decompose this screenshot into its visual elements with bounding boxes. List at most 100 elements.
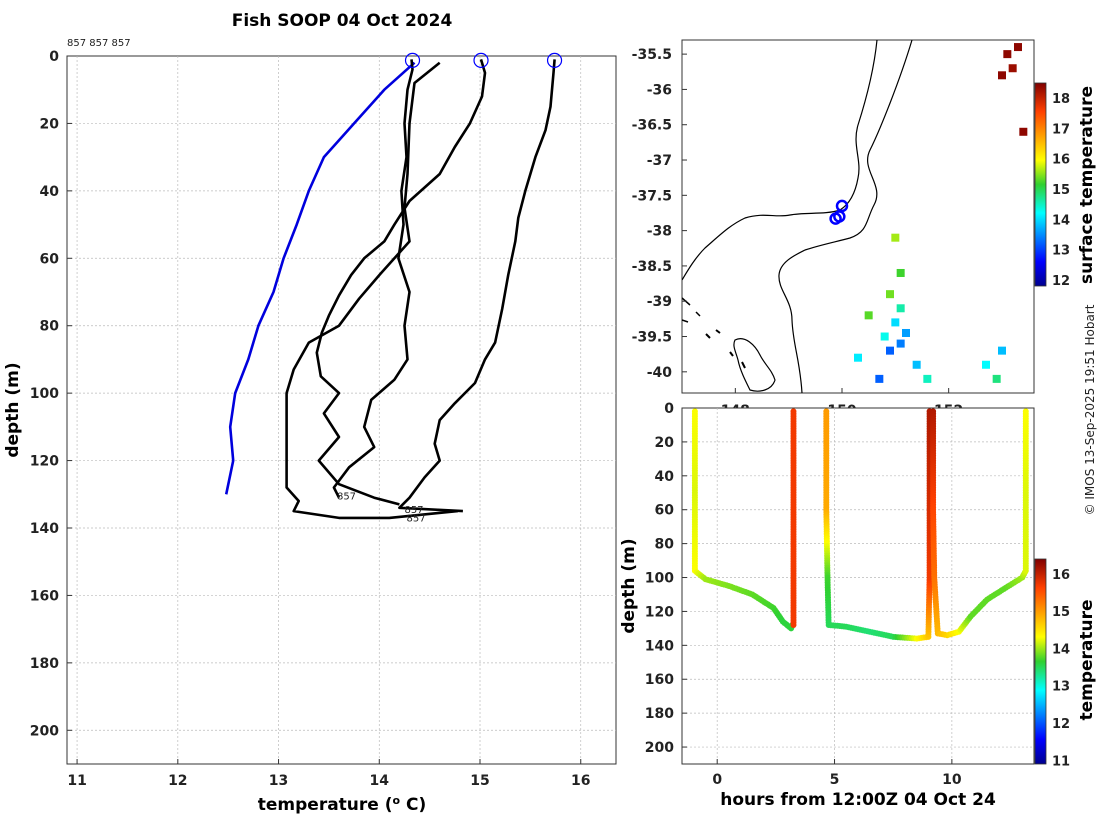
sst-pixel [912,360,921,369]
profile-ytick-label: 120 [30,454,59,470]
temperature-colorbar-tick: 15 [1052,605,1070,620]
timeseries-ytick-label: 60 [655,503,675,519]
profile-end-label: 857 [406,514,425,525]
timeseries-ytick-label: 180 [645,706,674,722]
profile-xtick-label: 15 [470,773,489,789]
profile-line [315,59,487,506]
profile-xtick-label: 16 [571,773,590,789]
track-position-marker [829,212,842,225]
sst-pixel [875,374,884,383]
profile-ytick-label: 140 [30,521,59,537]
sst-colorbar-tick: 17 [1052,122,1070,137]
sst-pixel [923,374,932,383]
timeseries-frame [681,407,1035,765]
sst-pixel [891,233,900,242]
sst-colorbar-ticks: 12 13 14 15 16 17 18 [1052,92,1070,289]
temperature-colorbar-label: temperature [1077,599,1097,720]
profile-xlabel: temperature (o C) [258,794,427,815]
profile-plot-frame [66,55,617,765]
timeseries-grid [682,408,1034,764]
sst-pixel [896,339,905,348]
sst-pixel [1003,50,1012,59]
temperature-colorbar-ticks: 11 12 13 14 15 16 [1052,568,1070,769]
surface-marker [546,52,563,68]
sst-colorbar-tick: 14 [1052,213,1070,228]
timeseries-ytick-label: 20 [655,435,675,451]
timeseries-ytick-label: 80 [655,537,675,553]
timeseries-xtick-label: 10 [942,772,962,788]
timeseries-xlabel: hours from 12:00Z 04 Oct 24 [720,790,996,810]
profile-line [224,61,416,495]
timeseries-xtick-label: 0 [712,772,722,788]
profile-grid [67,56,616,764]
sst-pixel [998,71,1006,80]
ship-track [829,199,849,225]
timeseries-ytick-label: 160 [645,672,674,688]
copyright-text: © IMOS 13-Sep-2025 19:51 Hobart [1083,304,1097,515]
profile-ytick-label: 60 [40,251,60,267]
temperature-colorbar-tick: 13 [1052,680,1070,695]
profile-ytick-label: 20 [40,116,60,132]
map-plot: -35.5 -36 -36.5 -37 -37.5 -38 -38.5 -39 -39.5 -40… [632,39,1097,419]
temperature-colorbar-tick: 16 [1052,568,1070,583]
surface-marker [404,52,421,68]
timeseries-ytick-label: 0 [664,401,674,417]
chart-title: Fish SOOP 04 Oct 2024 [232,11,453,31]
profile-ytick-label: 80 [40,319,60,335]
sst-pixel [880,332,889,341]
continental-shelf-line [778,40,913,393]
map-ytick-label: -39 [647,294,672,310]
profile-ytick-label: 100 [30,386,59,402]
profile-xtick-label: 12 [168,773,187,789]
map-ytick-label: -36.5 [632,118,672,134]
profile-line [398,59,556,513]
xlabel-text: temperature ( [258,795,393,815]
sst-colorbar-tick: 18 [1052,92,1070,107]
sst-pixel [886,290,894,299]
sst-pixel [896,304,905,313]
sst-pixel [886,346,894,355]
sst-pixel [1019,127,1028,136]
profile-series [224,59,556,520]
sst-colorbar-label: surface temperature [1077,86,1097,284]
sst-pixel [902,328,910,337]
timeseries-ytick-label: 140 [645,638,674,654]
coast-line [682,40,878,281]
map-ytick-label: -35.5 [632,47,672,63]
sst-pixel [1008,64,1017,73]
timeseries-xtick-label: 5 [830,772,840,788]
map-ytick-label: -39.5 [632,330,672,346]
timeseries-ylabel: depth (m) [619,538,639,633]
timeseries-ytick-label: 100 [645,571,674,587]
profile-ids-label: 857 857 857 [67,38,131,49]
profile-xtick-label: 13 [269,773,288,789]
timeseries-ytick-label: 40 [655,469,675,485]
surface-markers [404,52,563,68]
tasmania-outline [733,338,776,392]
temperature-colorbar-tick: 14 [1052,642,1070,657]
map-ytick-label: -40 [647,365,673,381]
profile-line [285,61,458,520]
xlabel-unit: C) [400,795,426,815]
map-frame [681,39,1035,394]
sst-pixel [864,311,873,320]
islands [705,329,746,369]
sst-colorbar-tick: 15 [1052,183,1070,198]
map-ytick-label: -37 [647,153,672,169]
profile-end-label: 857 [404,505,423,516]
sst-pixel [1014,43,1022,52]
temperature-sample [1022,408,1029,415]
xlabel-superscript: o [393,794,401,807]
sst-pixel [998,346,1006,355]
temperature-colorbar-tick: 12 [1052,717,1070,732]
timeseries-points [691,408,1029,642]
profile-end-label: 857 [337,492,356,503]
sst-pixel [854,353,862,362]
map-ytick-label: -38 [647,224,672,240]
sst-colorbar-tick: 13 [1052,244,1070,259]
sst-pixel [992,374,1001,383]
